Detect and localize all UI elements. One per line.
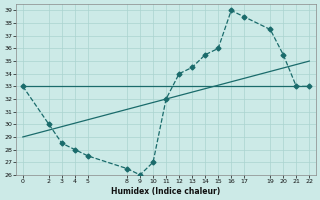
X-axis label: Humidex (Indice chaleur): Humidex (Indice chaleur) [111,187,221,196]
